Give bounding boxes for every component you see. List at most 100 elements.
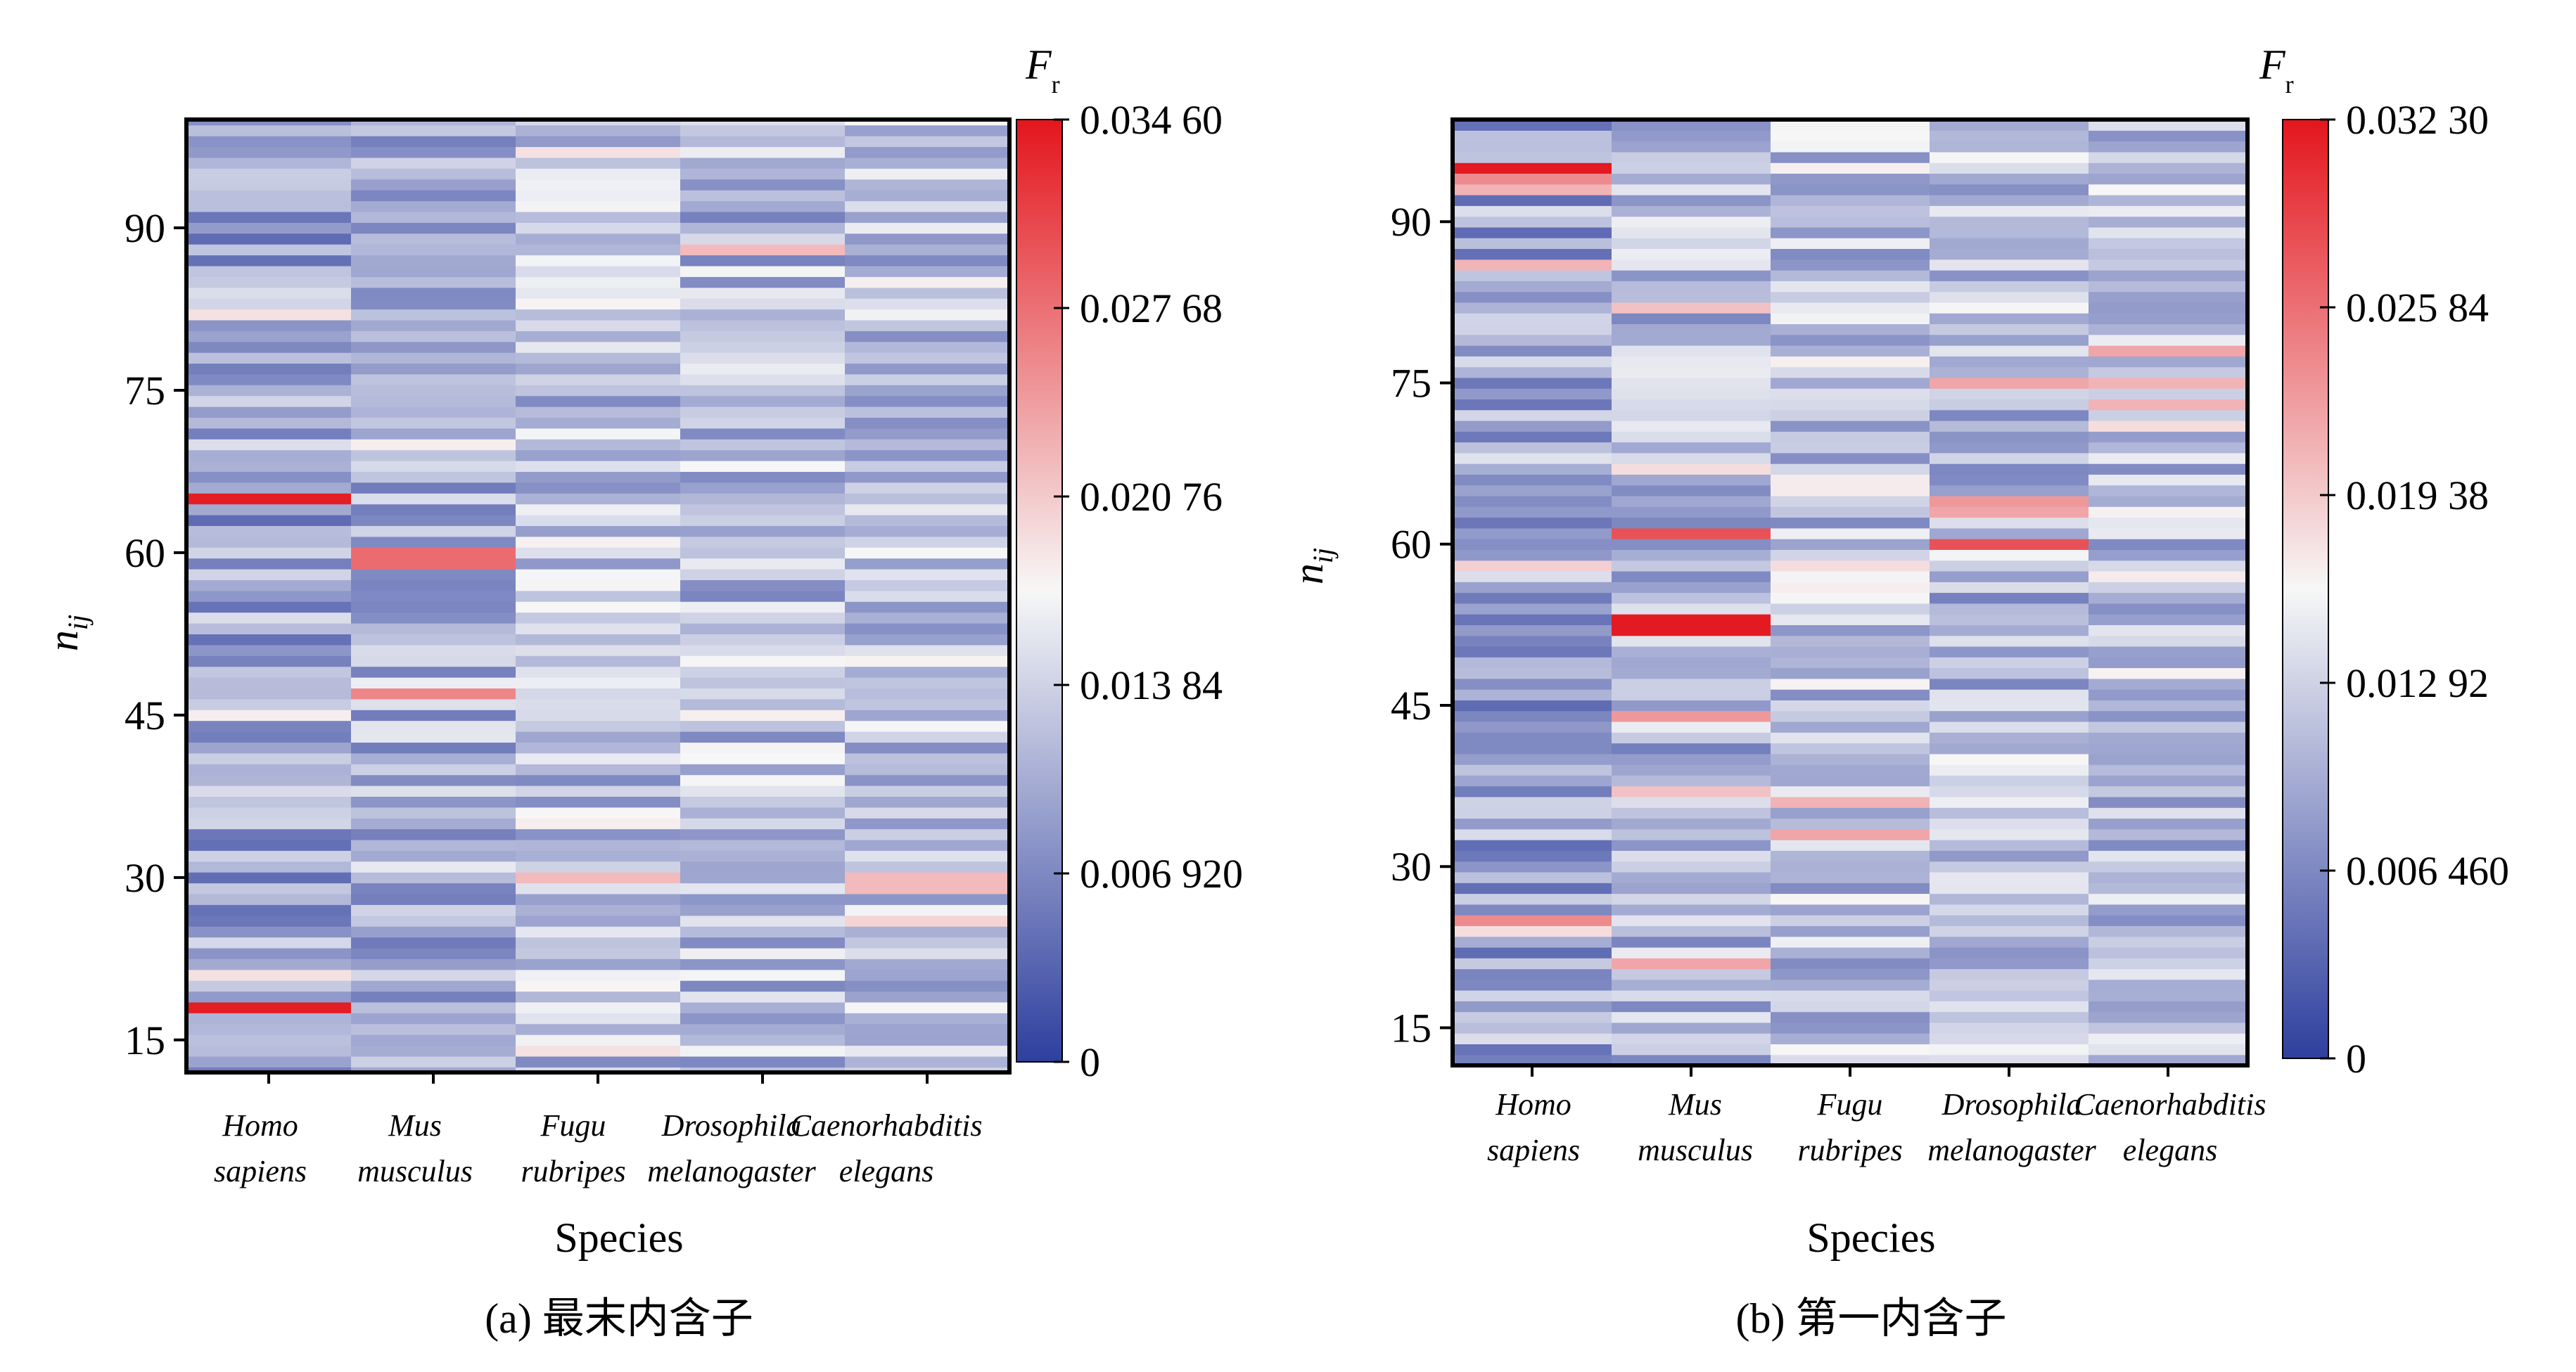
heatmap-cell <box>1930 764 2089 776</box>
heatmap-cell <box>351 200 516 212</box>
heatmap-cell <box>2089 732 2248 744</box>
heatmap-cell <box>516 265 681 277</box>
heatmap-cell <box>1930 442 2089 454</box>
heatmap-cell <box>1612 570 1771 582</box>
heatmap-cell <box>1612 775 1771 787</box>
heatmap-cell <box>1771 162 1930 174</box>
heatmap-cell <box>1930 958 2089 970</box>
heatmap-cell <box>1612 205 1771 217</box>
heatmap-cell <box>1612 356 1771 368</box>
heatmap-cell <box>186 265 352 277</box>
heatmap-cell <box>1453 646 1612 658</box>
heatmap-cell <box>351 980 516 992</box>
heatmap-cell <box>2089 936 2248 948</box>
heatmap-cell <box>186 796 352 808</box>
heatmap-cell <box>1930 915 2089 926</box>
heatmap-cell <box>1771 259 1930 271</box>
heatmap-cell <box>1453 700 1612 712</box>
heatmap-cell <box>680 612 846 624</box>
heatmap-cell <box>1453 721 1612 733</box>
heatmap-cell <box>1771 1054 1930 1066</box>
heatmap-cell <box>516 731 681 743</box>
heatmap-cell <box>1453 539 1612 550</box>
heatmap-cell <box>1771 442 1930 454</box>
heatmap-cell <box>351 677 516 688</box>
heatmap-cell <box>2089 313 2248 324</box>
heatmap-cell <box>516 1001 681 1013</box>
heatmap-cell <box>845 612 1010 624</box>
heatmap-cell <box>1771 840 1930 851</box>
heatmap-cell <box>845 796 1010 808</box>
heatmap-cell <box>1930 345 2089 357</box>
heatmap-cell <box>845 872 1010 884</box>
heatmap-cell <box>1930 828 2089 840</box>
heatmap-cell <box>2089 786 2248 797</box>
heatmap-cell <box>2089 281 2248 293</box>
heatmap-cell <box>2089 474 2248 486</box>
heatmap-cell <box>680 786 846 797</box>
heatmap-cell <box>186 915 352 927</box>
heatmap-cell <box>1453 205 1612 217</box>
heatmap-cell <box>680 828 846 840</box>
heatmap-cell <box>845 547 1010 559</box>
species-label: sapiens <box>214 1154 307 1188</box>
heatmap-cell <box>845 807 1010 819</box>
heatmap-cell <box>1930 474 2089 486</box>
heatmap-cell <box>1930 1022 2089 1034</box>
heatmap-cell <box>186 861 352 873</box>
heatmap-cell <box>1612 323 1771 335</box>
heatmap-cell <box>1453 1044 1612 1056</box>
heatmap-cell <box>1771 721 1930 733</box>
heatmap-cell <box>1930 141 2089 153</box>
colorbar-tick-label: 0.020 76 <box>1080 474 1223 520</box>
heatmap-cell <box>1771 678 1930 690</box>
heatmap-cell <box>516 168 681 180</box>
heatmap-cell <box>1453 1011 1612 1023</box>
heatmap-cell <box>351 331 516 342</box>
heatmap-cell <box>186 764 352 776</box>
heatmap-cell <box>2089 431 2248 443</box>
heatmap-cell <box>845 969 1010 981</box>
heatmap-cell <box>680 493 846 505</box>
heatmap-cell <box>845 428 1010 440</box>
heatmap-cell <box>845 341 1010 353</box>
heatmap-cell <box>186 634 352 646</box>
heatmap-cell <box>1771 120 1930 131</box>
heatmap-cell <box>351 493 516 505</box>
heatmap-cell <box>680 449 846 461</box>
heatmap-cell <box>1453 850 1612 862</box>
heatmap-cell <box>680 991 846 1003</box>
heatmap-cell <box>1771 635 1930 647</box>
heatmap-cell <box>1612 893 1771 905</box>
heatmap-cell <box>2089 560 2248 572</box>
heatmap-cell <box>351 688 516 700</box>
heatmap-cell <box>516 536 681 548</box>
heatmap-cell <box>680 774 846 786</box>
heatmap-cell <box>2089 377 2248 389</box>
heatmap-cell <box>351 233 516 245</box>
heatmap-cell <box>516 688 681 700</box>
x-axis-label-b: Species <box>1806 1214 1935 1261</box>
colorbar-tick-label: 0.027 68 <box>1080 286 1223 331</box>
heatmap-cell <box>186 461 352 472</box>
heatmap-cell <box>516 698 681 710</box>
heatmap-cell <box>1612 259 1771 271</box>
heatmap-cell <box>1771 421 1930 432</box>
heatmap-cell <box>845 244 1010 256</box>
heatmap-cell <box>351 579 516 591</box>
heatmap-cell <box>1930 184 2089 195</box>
heatmap-cell <box>351 439 516 451</box>
heatmap-cell <box>1453 689 1612 700</box>
heatmap-cell <box>1453 527 1612 539</box>
heatmap-cell <box>680 222 846 234</box>
heatmap-cell <box>1771 1044 1930 1056</box>
heatmap-cell <box>2089 517 2248 529</box>
heatmap-cell <box>1612 818 1771 830</box>
species-label: rubripes <box>1797 1133 1902 1167</box>
colorbar-gradient-a <box>1016 119 1063 1063</box>
heatmap-cell <box>351 1001 516 1013</box>
heatmap-cell <box>1612 226 1771 238</box>
heatmap-cell <box>1612 657 1771 669</box>
heatmap-cell <box>2089 764 2248 776</box>
heatmap-cell <box>1771 979 1930 991</box>
